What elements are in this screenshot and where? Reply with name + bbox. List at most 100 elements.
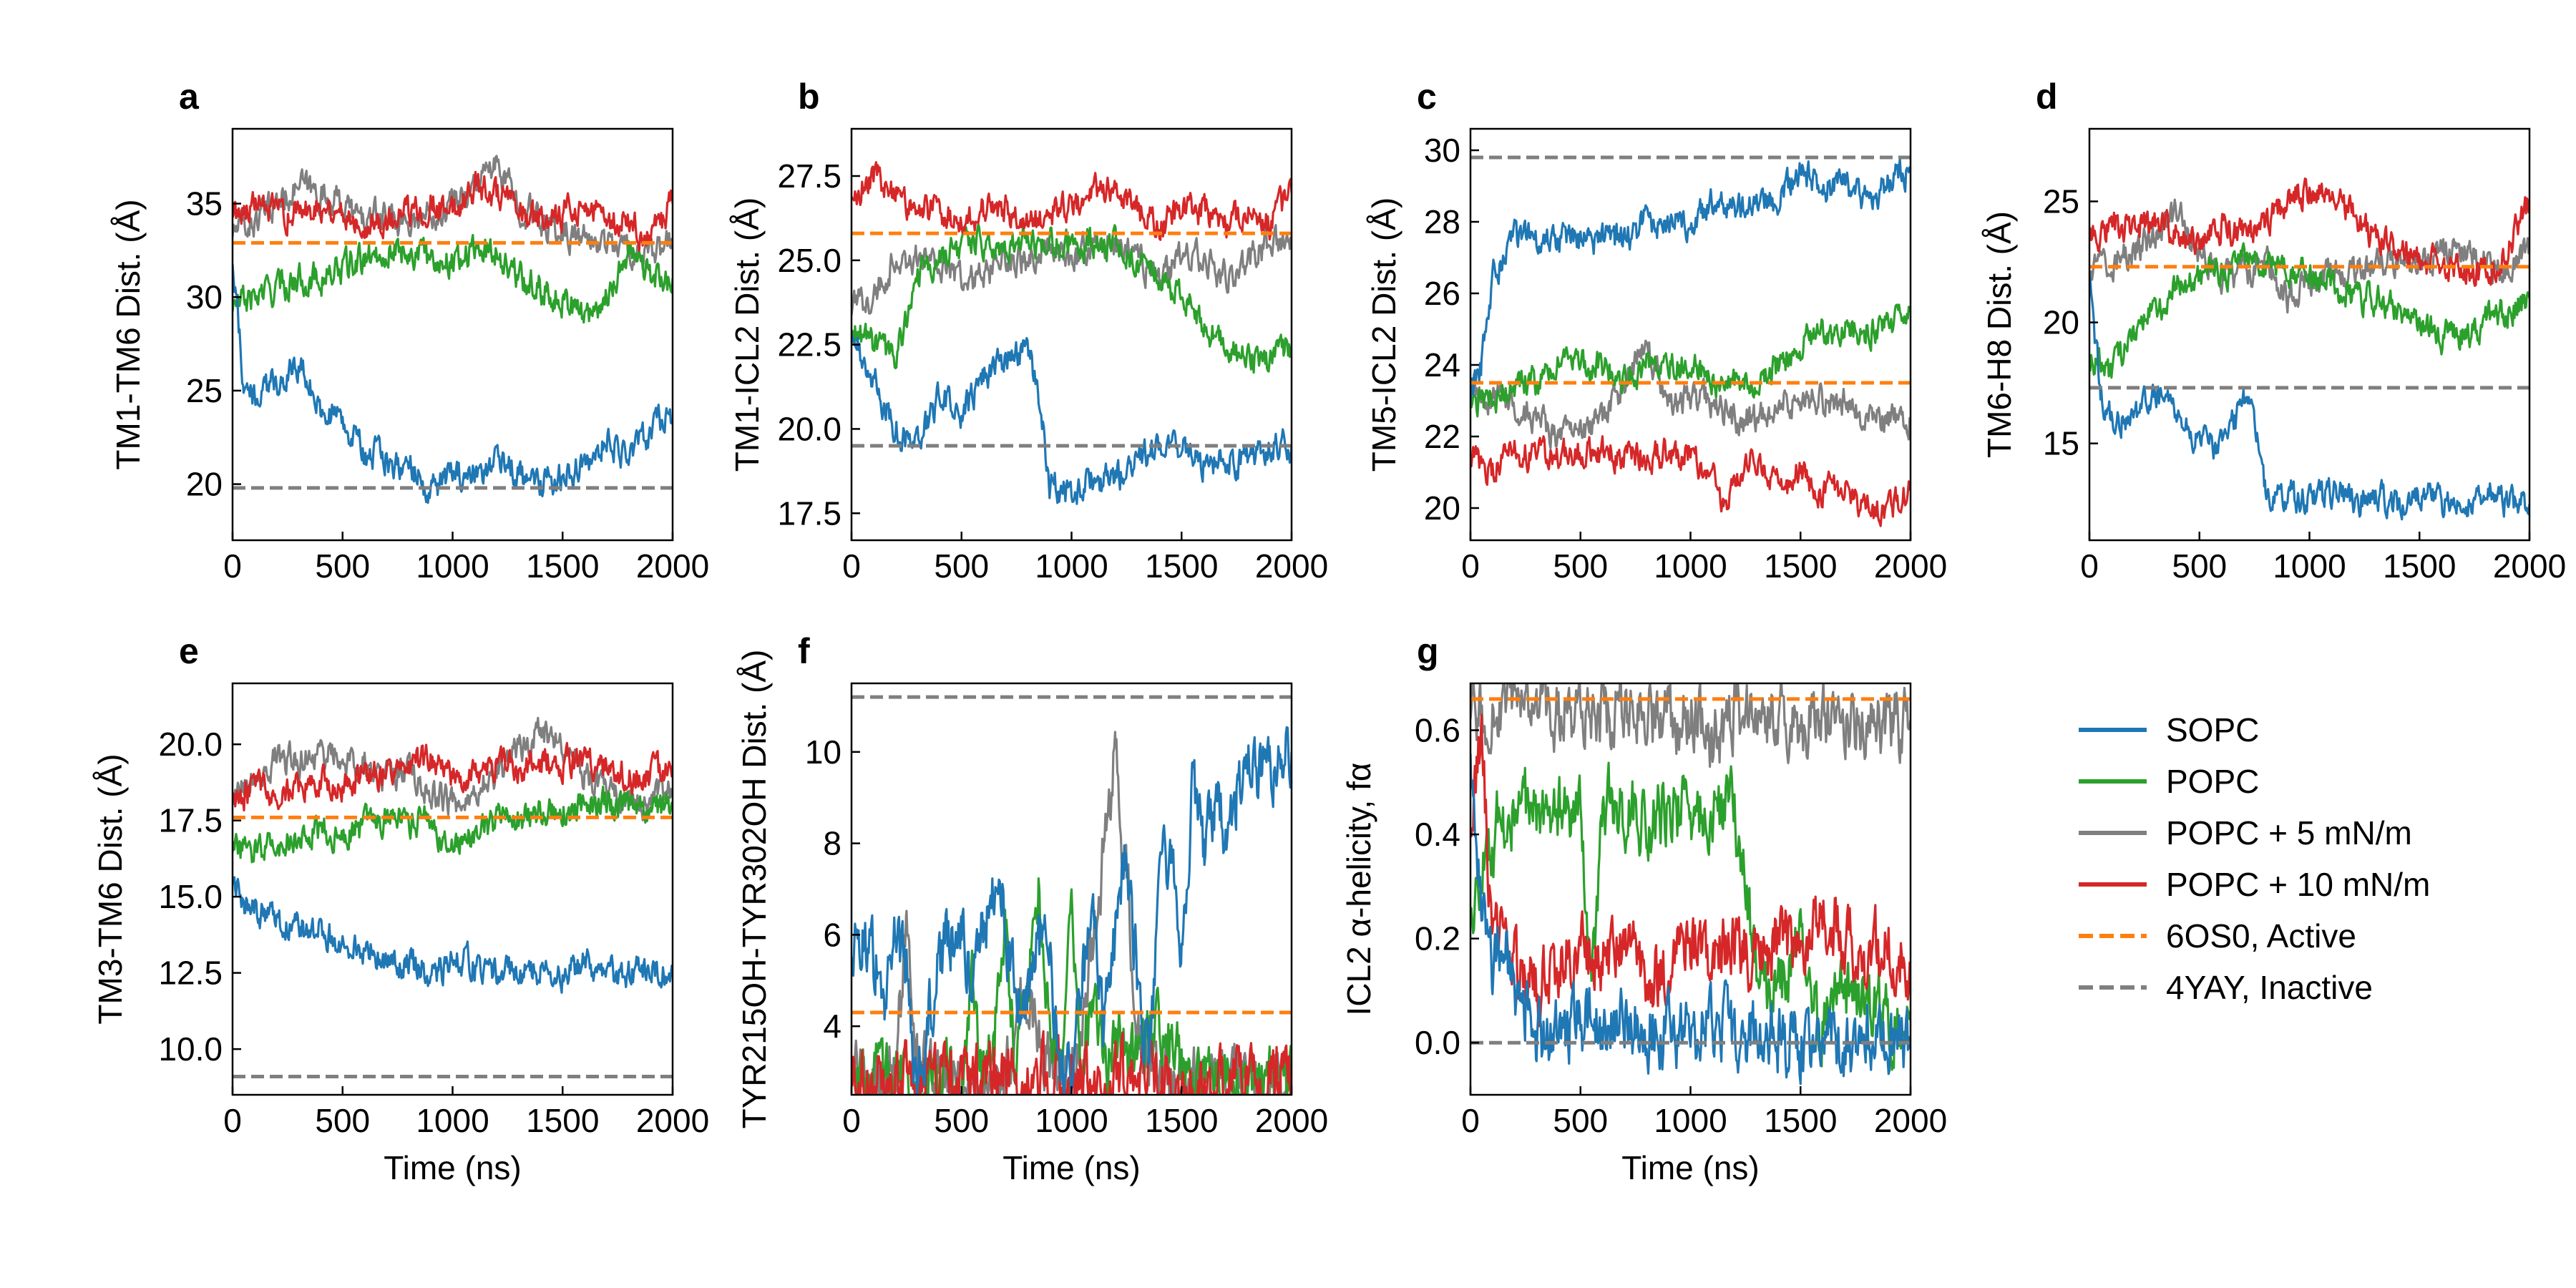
y-tick-label: 20: [1424, 489, 1460, 527]
y-tick-label: 4: [823, 1008, 841, 1045]
panel-a: 0 500 1000 1500 2000 20 25 30 35 TM1-TM6 Dist. (Å…: [109, 77, 709, 585]
x-tick-label: 2000: [2493, 547, 2566, 585]
x-tick-label: 500: [1553, 1102, 1608, 1139]
panel-letter: b: [798, 77, 820, 117]
series-line-popc: [852, 223, 1292, 374]
panel-letter: c: [1417, 77, 1437, 117]
y-tick-label: 30: [1424, 132, 1460, 169]
y-axis-label: TM1-TM6 Dist. (Å): [109, 199, 147, 469]
series-line-popc-10-mn-m: [852, 161, 1292, 241]
panel-f: 0 500 1000 1500 2000 4 6 8 10 TYR215OH-TYR302OH D…: [736, 631, 1328, 1186]
panel-g: 0 500 1000 1500 2000 0.0 0.2 0.4 0.6 ICL2 α-helic…: [1340, 631, 1947, 1186]
series-line-popc-10-mn-m: [233, 170, 673, 252]
x-axis-label: Time (ns): [1002, 1149, 1141, 1186]
panel-letter: a: [179, 77, 200, 117]
x-tick-label: 1500: [1145, 547, 1218, 585]
plot-area: [852, 161, 1292, 505]
x-tick-label: 500: [934, 1102, 989, 1139]
x-tick-label: 1000: [2273, 547, 2346, 585]
legend-label: POPC + 10 mN/m: [2166, 866, 2430, 903]
y-axis-label: TM6-H8 Dist. (Å): [1981, 211, 2018, 458]
series-line-popc-5-mn-m: [233, 716, 673, 821]
series-line-popc: [1470, 761, 1911, 1071]
y-tick-label: 27.5: [777, 157, 841, 195]
plot-area: [1470, 683, 1911, 1085]
series-line-popc-5-mn-m: [1470, 683, 1911, 769]
series-line-popc-5-mn-m: [1470, 339, 1911, 450]
series-line-sopc: [2089, 275, 2529, 521]
legend-label: SOPC: [2166, 711, 2259, 748]
plot-area: [852, 695, 1292, 1095]
y-tick-label: 17.5: [777, 494, 841, 532]
x-tick-label: 500: [2172, 547, 2227, 585]
x-tick-label: 1500: [1764, 1102, 1837, 1139]
x-tick-label: 1000: [416, 1102, 489, 1139]
series-line-popc-10-mn-m: [1470, 435, 1911, 527]
panel-c: 0 500 1000 1500 2000 20 22 24 26 28 30 TM5-ICL2 Dis…: [1365, 77, 1947, 585]
series-line-sopc: [1470, 753, 1911, 1085]
legend-label: 6OS0, Active: [2166, 917, 2356, 955]
y-tick-label: 26: [1424, 275, 1460, 312]
series-line-popc: [2089, 242, 2529, 379]
y-tick-label: 20: [186, 466, 223, 503]
x-tick-label: 500: [1553, 547, 1608, 585]
legend-item: SOPC: [2079, 711, 2259, 748]
x-tick-label: 0: [223, 1102, 242, 1139]
series-line-popc-10-mn-m: [2089, 177, 2529, 287]
legend-label: POPC: [2166, 763, 2259, 800]
y-tick-label: 10: [805, 733, 841, 771]
y-tick-label: 25: [186, 372, 223, 409]
y-tick-label: 22.5: [777, 326, 841, 364]
legend-label: POPC + 5 mN/m: [2166, 814, 2412, 852]
legend-item: POPC: [2079, 763, 2259, 800]
x-tick-label: 2000: [1255, 1102, 1328, 1139]
panel-letter: f: [798, 631, 810, 671]
x-tick-label: 500: [934, 547, 989, 585]
panel-letter: e: [179, 631, 199, 671]
legend: SOPC POPC POPC + 5 mN/m POPC + 10 mN/m 6OS0,…: [2079, 711, 2430, 1006]
y-tick-label: 20.0: [158, 726, 223, 763]
x-axis-label: Time (ns): [384, 1149, 522, 1186]
series-line-popc: [1470, 303, 1911, 418]
y-tick-label: 0.6: [1415, 712, 1460, 749]
x-tick-label: 500: [315, 1102, 370, 1139]
y-axis-label: TM1-ICL2 Dist. (Å): [728, 197, 766, 472]
x-tick-label: 1000: [1035, 547, 1108, 585]
x-tick-label: 1000: [1654, 1102, 1727, 1139]
panel-e: 0 500 1000 1500 2000 10.0 12.5 15.0 17.5 20.0 TM3-…: [92, 631, 709, 1186]
series-line-popc-10-mn-m: [233, 741, 673, 811]
y-tick-label: 17.5: [158, 802, 223, 839]
x-tick-label: 0: [1461, 547, 1480, 585]
panel-b: 0 500 1000 1500 2000 17.5 20.0 22.5 25.0 27.5 TM1-…: [728, 77, 1328, 585]
y-tick-label: 8: [823, 825, 841, 862]
x-tick-label: 0: [842, 547, 861, 585]
series-line-popc-5-mn-m: [852, 224, 1292, 316]
series-line-sopc: [233, 263, 673, 504]
legend-label: 4YAY, Inactive: [2166, 969, 2373, 1006]
plot-area: [2089, 177, 2529, 521]
y-axis-label: ICL2 α-helicity, fα: [1340, 763, 1377, 1016]
y-tick-label: 15.0: [158, 878, 223, 915]
series-line-sopc: [233, 876, 673, 994]
y-tick-label: 25.0: [777, 242, 841, 279]
x-axis-label: Time (ns): [1621, 1149, 1760, 1186]
series-line-popc: [233, 785, 673, 864]
series-line-popc: [233, 233, 673, 324]
y-tick-label: 0.4: [1415, 816, 1460, 853]
x-tick-label: 2000: [636, 547, 709, 585]
y-tick-label: 6: [823, 916, 841, 953]
y-tick-label: 30: [186, 278, 223, 316]
y-tick-label: 0.0: [1415, 1024, 1460, 1061]
series-line-sopc: [1470, 157, 1911, 404]
x-tick-label: 1500: [2383, 547, 2456, 585]
plot-area: [1470, 155, 1911, 527]
series-line-popc-10-mn-m: [1470, 713, 1911, 1028]
x-tick-label: 1500: [1145, 1102, 1218, 1139]
plot-area: [233, 155, 673, 504]
x-tick-label: 2000: [1255, 547, 1328, 585]
x-tick-label: 2000: [1874, 547, 1947, 585]
x-tick-label: 1500: [1764, 547, 1837, 585]
y-tick-label: 12.5: [158, 955, 223, 992]
legend-item: 4YAY, Inactive: [2079, 969, 2373, 1006]
